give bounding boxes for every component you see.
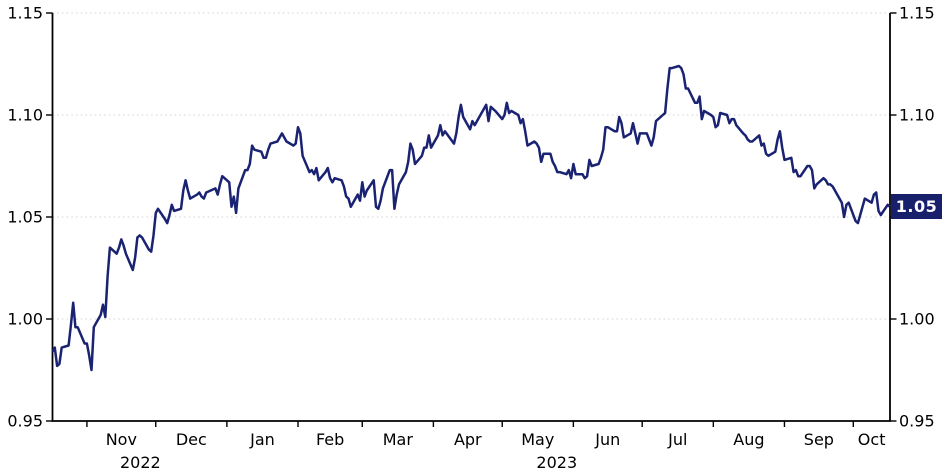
x-axis-year-label: 2022: [120, 453, 161, 472]
x-axis-month-label: Dec: [176, 430, 207, 449]
x-axis-month-label: Nov: [106, 430, 137, 449]
y-axis-tick-label-left: 1.05: [7, 208, 43, 227]
x-axis-month-label: Aug: [733, 430, 764, 449]
price-line: [51, 64, 891, 372]
y-axis-tick-label-right: 1.10: [899, 106, 935, 125]
y-axis-tick-label-left: 1.00: [7, 310, 43, 329]
x-axis-month-label: Oct: [858, 430, 886, 449]
x-axis-year-label: 2023: [536, 453, 577, 472]
x-axis-month-label: May: [521, 430, 554, 449]
y-axis-tick-label-right: 1.00: [899, 310, 935, 329]
x-axis-month-label: Jan: [249, 430, 275, 449]
last-value-badge: 1.05: [891, 194, 942, 220]
x-axis-month-label: Feb: [316, 430, 344, 449]
y-axis-tick-label-right: 0.95: [899, 412, 935, 431]
y-axis-tick-label-right: 1.15: [899, 4, 935, 23]
x-axis-month-label: Mar: [383, 430, 414, 449]
y-axis-tick-label-left: 1.15: [7, 4, 43, 23]
x-axis-month-label: Apr: [454, 430, 482, 449]
y-axis-tick-label-left: 0.95: [7, 412, 43, 431]
x-axis-month-label: Jun: [594, 430, 620, 449]
y-axis-tick-label-left: 1.10: [7, 106, 43, 125]
x-axis-month-label: Jul: [667, 430, 687, 449]
x-axis-month-label: Sep: [804, 430, 834, 449]
